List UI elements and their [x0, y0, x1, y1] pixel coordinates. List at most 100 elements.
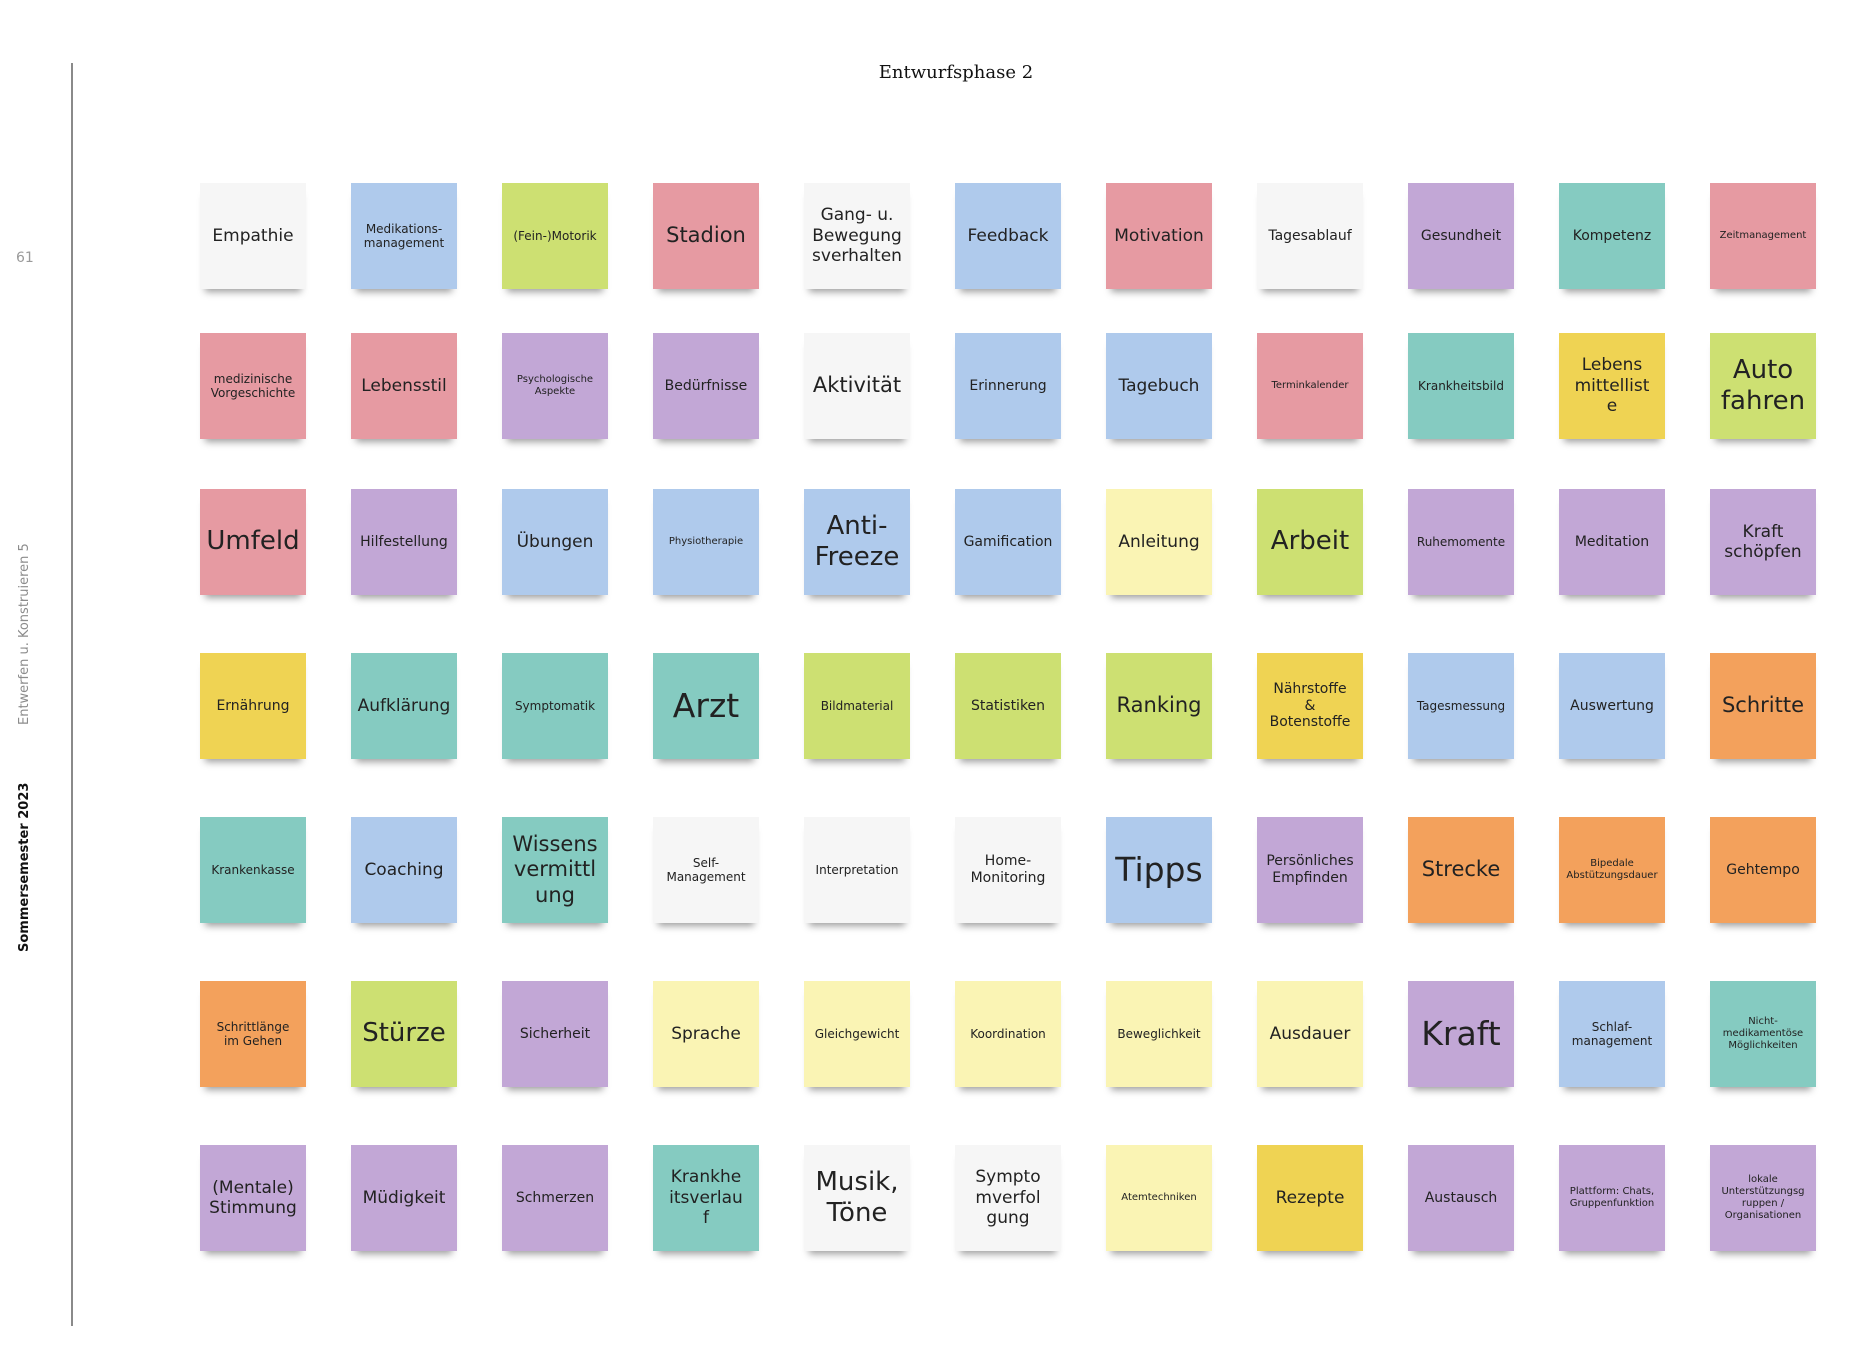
divider-line — [71, 63, 73, 1326]
sticky-note: Erinnerung — [955, 333, 1061, 439]
sticky-note-text: Auswertung — [1570, 697, 1654, 714]
sticky-note-text: Lebensstil — [361, 375, 447, 396]
sticky-note-text: Tipps — [1115, 850, 1203, 890]
sticky-note: Nährstoffe & Botenstoffe — [1257, 653, 1363, 759]
sticky-note: Auto fahren — [1710, 333, 1816, 439]
sticky-note-text: Atemtechniken — [1121, 1192, 1197, 1203]
sticky-note: Übungen — [502, 489, 608, 595]
sticky-note-text: Gang- u. Bewegung sverhalten — [812, 205, 902, 267]
sticky-note-text: Meditation — [1574, 533, 1650, 550]
sticky-note: Arbeit — [1257, 489, 1363, 595]
sticky-note: Schmerzen — [502, 1145, 608, 1251]
sticky-note-text: lokale Unterstützungsg ruppen / Organisa… — [1721, 1174, 1805, 1221]
sticky-note: Kraft schöpfen — [1710, 489, 1816, 595]
sticky-note: Stürze — [351, 981, 457, 1087]
sticky-note-text: Übungen — [516, 531, 594, 552]
sticky-note-text: Strecke — [1421, 857, 1501, 882]
sticky-note-text: Bildmaterial — [820, 698, 894, 713]
sticky-note-text: Anleitung — [1118, 531, 1200, 552]
sticky-note-text: Ernährung — [216, 697, 290, 714]
sticky-note-text: (Mentale) Stimmung — [209, 1177, 297, 1218]
sticky-note: Aktivität — [804, 333, 910, 439]
sticky-note-text: Interpretation — [815, 862, 899, 877]
sticky-note-text: Arzt — [672, 686, 740, 726]
sticky-note-text: Schritte — [1721, 693, 1805, 718]
sticky-note: Gang- u. Bewegung sverhalten — [804, 183, 910, 289]
sticky-note-text: Aktivität — [812, 373, 902, 398]
sticky-note: Empathie — [200, 183, 306, 289]
sticky-note-text: Beweglichkeit — [1117, 1026, 1201, 1041]
sticky-note: Schritte — [1710, 653, 1816, 759]
sticky-note-text: Kraft schöpfen — [1724, 521, 1802, 562]
sticky-note-text: Sicherheit — [519, 1025, 591, 1042]
sticky-note-text: Zeitmanagement — [1719, 230, 1807, 241]
sticky-note: Tagebuch — [1106, 333, 1212, 439]
sticky-note-text: (Fein-)Motorik — [513, 228, 597, 243]
sticky-note: Gehtempo — [1710, 817, 1816, 923]
sticky-note-text: Home- Monitoring — [970, 853, 1046, 886]
sticky-note: Gleichgewicht — [804, 981, 910, 1087]
sticky-note: Krankhe itsverlau f — [653, 1145, 759, 1251]
sticky-note: Home- Monitoring — [955, 817, 1061, 923]
sticky-note-text: Plattform: Chats, Gruppenfunktion — [1569, 1186, 1655, 1209]
sticky-note-text: Empathie — [212, 225, 294, 246]
sticky-note: Tipps — [1106, 817, 1212, 923]
sticky-note-text: Gehtempo — [1726, 861, 1800, 878]
sticky-note-text: Wissens vermittl ung — [512, 832, 598, 907]
sticky-note: Ernährung — [200, 653, 306, 759]
sticky-note-text: Schlaf- management — [1571, 1019, 1653, 1048]
sticky-note-text: Lebens mittellist e — [1574, 355, 1650, 417]
sticky-note-text: Feedback — [967, 225, 1049, 246]
sticky-note-text: Erinnerung — [969, 377, 1047, 394]
sticky-note: Physiotherapie — [653, 489, 759, 595]
sticky-note: Atemtechniken — [1106, 1145, 1212, 1251]
sticky-note: Aufklärung — [351, 653, 457, 759]
sticky-note: Medikations- management — [351, 183, 457, 289]
sticky-note-text: Ruhemomente — [1416, 534, 1506, 549]
sticky-note: Persönliches Empfinden — [1257, 817, 1363, 923]
sticky-note-text: Medikations- management — [363, 221, 445, 250]
sticky-note: Sprache — [653, 981, 759, 1087]
sticky-note-text: Koordination — [970, 1026, 1046, 1041]
sticky-note-text: Austausch — [1424, 1189, 1498, 1206]
sticky-note: lokale Unterstützungsg ruppen / Organisa… — [1710, 1145, 1816, 1251]
page-title: Entwurfsphase 2 — [878, 62, 1034, 83]
sticky-note-text: Musik, Töne — [815, 1166, 899, 1228]
sticky-note-text: Gesundheit — [1420, 227, 1502, 244]
sticky-note: Tagesmessung — [1408, 653, 1514, 759]
sticky-note-text: Auto fahren — [1720, 354, 1806, 416]
sticky-note: Motivation — [1106, 183, 1212, 289]
sticky-note-text: Motivation — [1114, 225, 1204, 246]
sticky-note: Terminkalender — [1257, 333, 1363, 439]
sticky-note: Plattform: Chats, Gruppenfunktion — [1559, 1145, 1665, 1251]
sticky-note: Schlaf- management — [1559, 981, 1665, 1087]
sticky-note-text: Kompetenz — [1572, 227, 1652, 244]
sticky-note: Koordination — [955, 981, 1061, 1087]
sticky-note: Tagesablauf — [1257, 183, 1363, 289]
sticky-note-text: Umfeld — [206, 526, 300, 557]
sticky-note: Lebens mittellist e — [1559, 333, 1665, 439]
sticky-note-text: Terminkalender — [1271, 380, 1349, 391]
sticky-note-text: Bedürfnisse — [664, 377, 748, 394]
sticky-note: Gesundheit — [1408, 183, 1514, 289]
sticky-note-text: Self- Management — [666, 855, 746, 884]
sticky-note-text: Persönliches Empfinden — [1266, 853, 1354, 886]
sticky-note: Feedback — [955, 183, 1061, 289]
sticky-note: Stadion — [653, 183, 759, 289]
sticky-note: Wissens vermittl ung — [502, 817, 608, 923]
sticky-note: Austausch — [1408, 1145, 1514, 1251]
sticky-note: Anti- Freeze — [804, 489, 910, 595]
sticky-note-text: Ausdauer — [1269, 1023, 1351, 1044]
sticky-note-text: Tagesablauf — [1268, 227, 1352, 244]
sticky-note-text: Bipedale Abstützungsdauer — [1566, 858, 1658, 881]
sticky-note-text: Symptomatik — [514, 698, 596, 713]
sticky-note-text: Ranking — [1116, 693, 1202, 718]
sticky-note-text: Stürze — [362, 1018, 446, 1049]
sticky-note: Auswertung — [1559, 653, 1665, 759]
sticky-note-text: Gamification — [963, 533, 1053, 550]
sticky-note-text: Tagesmessung — [1416, 698, 1506, 713]
sticky-note: Statistiken — [955, 653, 1061, 759]
sticky-note-text: Rezepte — [1275, 1187, 1345, 1208]
sticky-note: Ruhemomente — [1408, 489, 1514, 595]
sticky-note: Sympto mverfol gung — [955, 1145, 1061, 1251]
